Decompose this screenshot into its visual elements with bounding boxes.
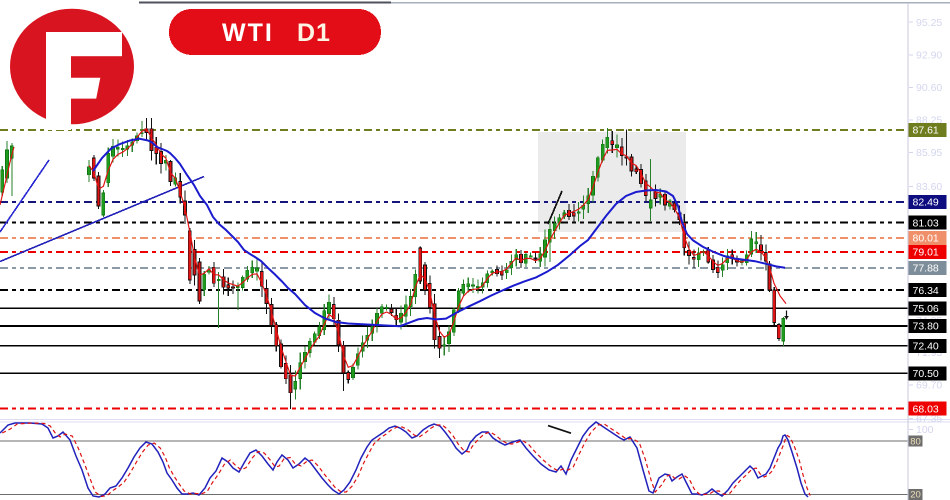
- svg-text:D1: D1: [297, 19, 331, 47]
- svg-text:79.01: 79.01: [913, 247, 939, 259]
- svg-text:100: 100: [916, 424, 934, 436]
- svg-text:20: 20: [910, 490, 921, 500]
- svg-text:80: 80: [910, 436, 921, 447]
- svg-text:73.80: 73.80: [913, 321, 939, 333]
- svg-text:85.95: 85.95: [916, 147, 942, 159]
- svg-text:72.40: 72.40: [913, 341, 939, 353]
- svg-text:81.03: 81.03: [913, 217, 939, 229]
- svg-text:82.49: 82.49: [913, 197, 939, 209]
- svg-text:68.03: 68.03: [913, 403, 939, 415]
- svg-text:WTI: WTI: [222, 19, 274, 47]
- svg-text:70.50: 70.50: [913, 368, 939, 380]
- svg-text:95.25: 95.25: [916, 17, 942, 29]
- svg-text:67.35: 67.35: [916, 413, 942, 425]
- svg-text:87.61: 87.61: [913, 125, 939, 137]
- svg-text:69.70: 69.70: [916, 380, 942, 392]
- svg-text:80.01: 80.01: [913, 233, 939, 245]
- svg-text:77.88: 77.88: [913, 263, 939, 275]
- svg-text:83.60: 83.60: [916, 181, 942, 193]
- svg-text:76.34: 76.34: [913, 285, 939, 297]
- svg-text:75.06: 75.06: [913, 303, 939, 315]
- svg-text:92.90: 92.90: [916, 50, 942, 62]
- svg-text:90.60: 90.60: [916, 82, 942, 94]
